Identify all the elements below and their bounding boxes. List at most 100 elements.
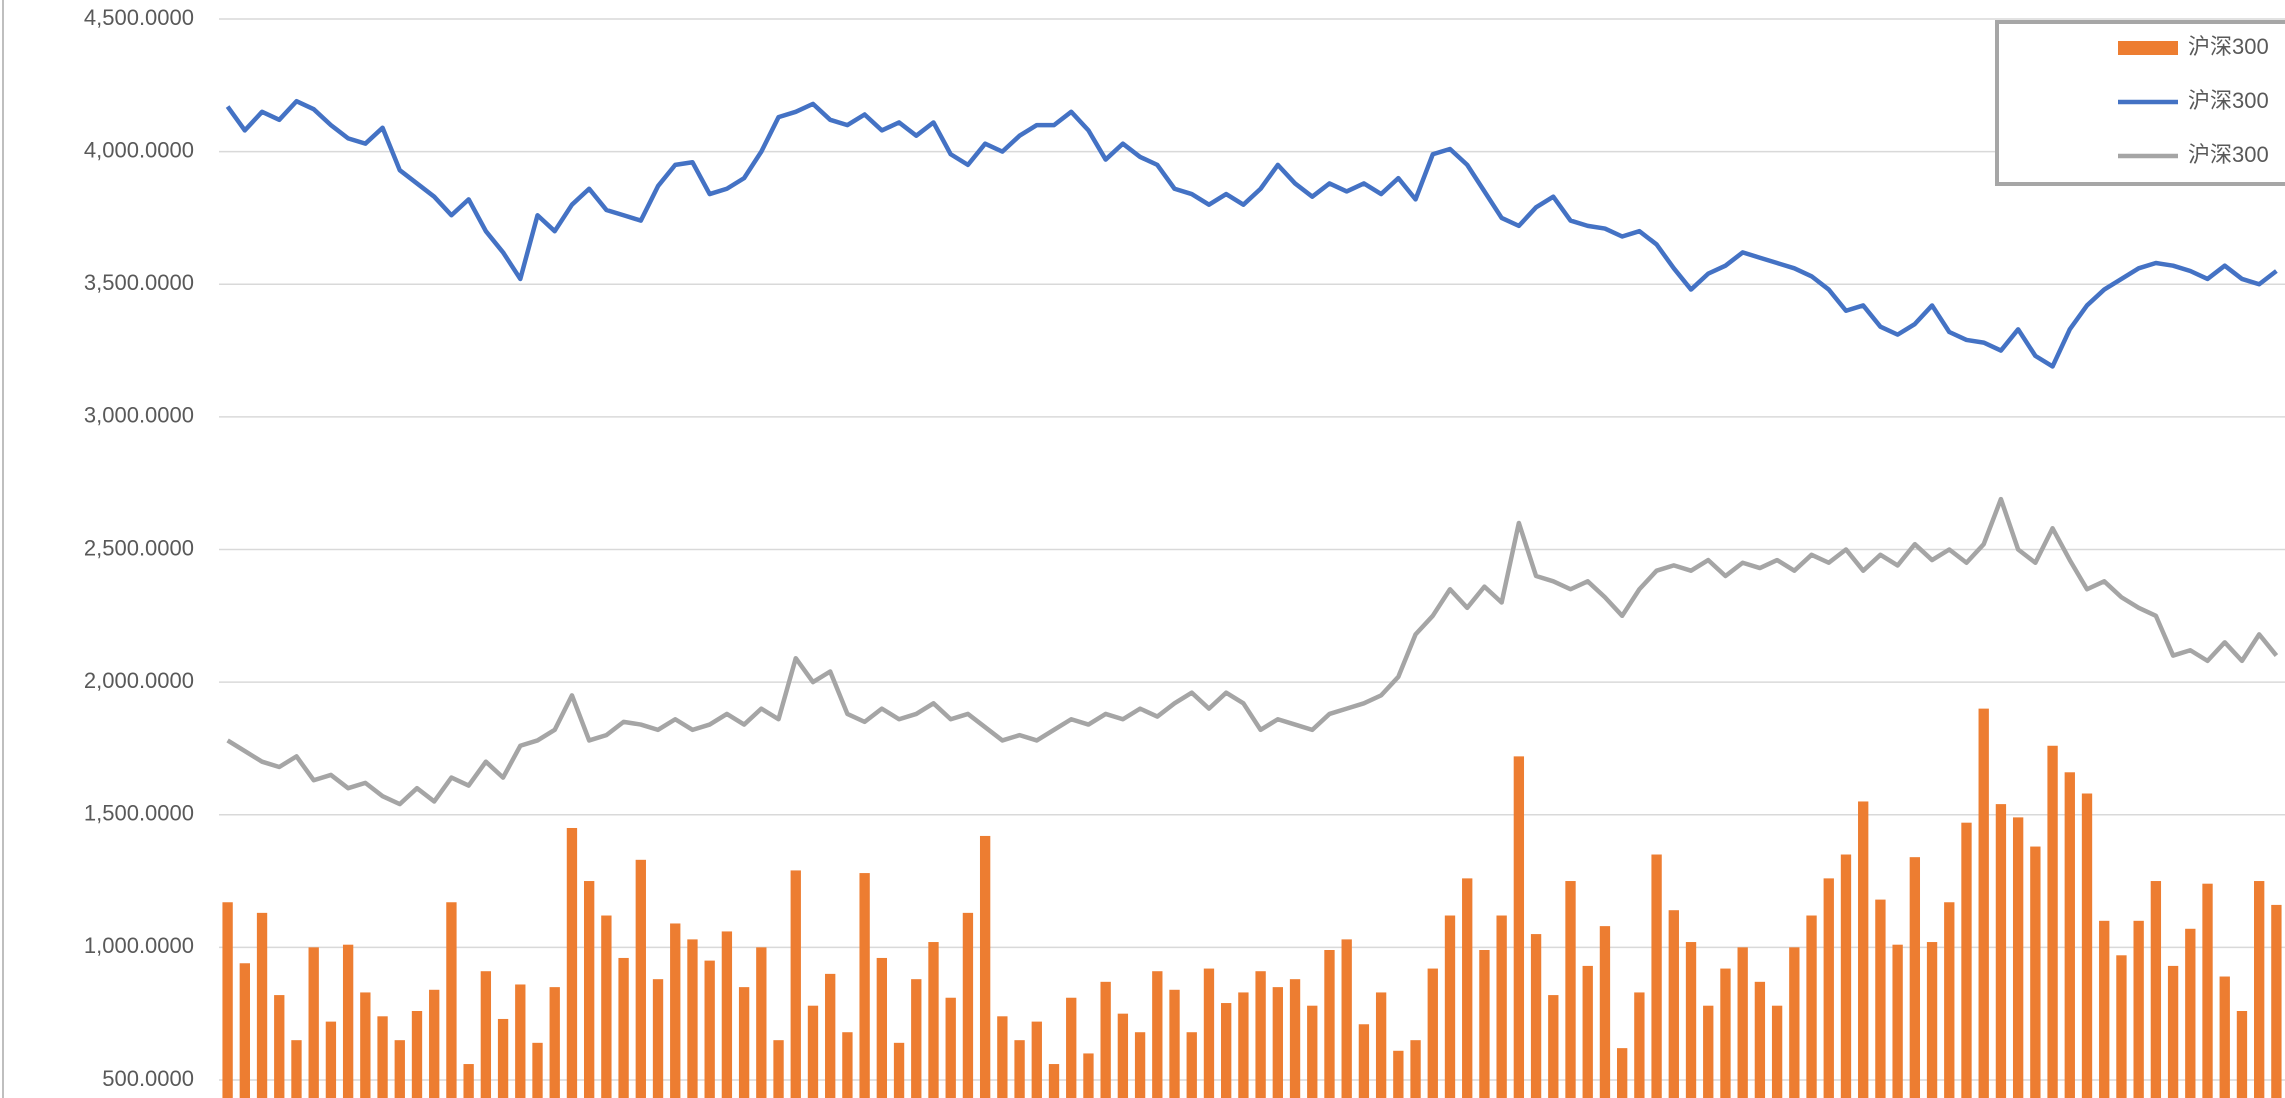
bar [1926, 942, 1938, 1098]
bar [1203, 968, 1215, 1098]
bar [1152, 971, 1163, 1098]
bar [1496, 915, 1507, 1098]
bar [1978, 708, 1989, 1098]
y-tick-label: 1,000.0000 [84, 933, 194, 958]
marks [222, 98, 2282, 1098]
bar [446, 902, 457, 1098]
bar [1806, 915, 1817, 1098]
bar [911, 979, 922, 1098]
bar [997, 1016, 1008, 1098]
legend-label: 沪深300 [2188, 88, 2269, 113]
bar [480, 971, 492, 1098]
bar [1117, 1013, 1129, 1098]
bar [2047, 745, 2058, 1098]
bar [1634, 992, 1645, 1098]
bar [2150, 881, 2162, 1098]
legend-swatch [2118, 41, 2178, 55]
bar [618, 957, 629, 1098]
legend: 沪深300 沪深300 沪深300 [1995, 20, 2285, 186]
bar [2271, 904, 2282, 1098]
bar [1066, 997, 1077, 1098]
bar [2219, 976, 2230, 1098]
bar [1961, 822, 1972, 1098]
bar [532, 1042, 543, 1098]
bar [566, 827, 578, 1098]
bar [807, 1005, 819, 1098]
bar [1255, 971, 1266, 1098]
bar [1289, 979, 1301, 1098]
bar [2202, 883, 2213, 1098]
bar [1031, 1021, 1042, 1098]
bar [2116, 955, 2127, 1098]
y-tick-label: 4,000.0000 [84, 137, 194, 162]
bar [1530, 934, 1542, 1098]
bar [1393, 1050, 1404, 1098]
bar [2254, 881, 2265, 1098]
legend-label: 沪深300 [2188, 142, 2269, 167]
bar [1048, 1064, 1060, 1098]
bar [1565, 881, 1576, 1098]
y-tick-label: 1,500.0000 [84, 801, 194, 826]
bar [256, 912, 268, 1098]
bar [463, 1064, 474, 1098]
bar [394, 1040, 405, 1098]
bar [1995, 804, 2007, 1098]
bar [360, 992, 371, 1098]
grid: 500.0000 1,000.0000 1,500.0000 2,000.0000 2,… [84, 5, 2285, 1091]
bar [549, 987, 560, 1098]
bar [1789, 947, 1800, 1098]
bar [2064, 772, 2075, 1098]
y-tick-label: 3,500.0000 [84, 270, 194, 295]
bar [1427, 968, 1438, 1098]
y-tick-label: 2,500.0000 [84, 535, 194, 560]
y-tick-label: 500.0000 [102, 1066, 194, 1091]
bar [687, 939, 698, 1098]
bar [635, 859, 646, 1098]
bar [2099, 920, 2110, 1098]
bar [738, 987, 750, 1098]
bar [1186, 1032, 1197, 1098]
bar [1238, 992, 1249, 1098]
bar [1307, 1005, 1318, 1098]
bar [773, 1040, 784, 1098]
bar [704, 960, 715, 1098]
bar [1771, 1005, 1783, 1098]
bar [1221, 1003, 1232, 1098]
bar [1014, 1040, 1025, 1098]
bar [1858, 801, 1869, 1098]
bar [1944, 902, 1955, 1098]
bar [1720, 968, 1731, 1098]
line [225, 98, 2278, 369]
bar [928, 942, 939, 1098]
bar [342, 944, 354, 1098]
bar [239, 963, 250, 1098]
bar [1685, 942, 1697, 1098]
bar [1737, 947, 1748, 1098]
bar [2012, 817, 2024, 1098]
bar [979, 835, 991, 1098]
bar [515, 984, 526, 1098]
bar [1651, 854, 1662, 1098]
bar [1341, 939, 1352, 1098]
bar [497, 1018, 509, 1098]
bar [721, 931, 733, 1098]
bar [1444, 915, 1456, 1098]
bar [1358, 1024, 1370, 1098]
bar [1668, 910, 1679, 1098]
bar [325, 1021, 337, 1098]
bar [2236, 1011, 2248, 1098]
bar [756, 947, 767, 1098]
bar [1272, 987, 1283, 1098]
bar [1513, 756, 1525, 1098]
bar [2081, 793, 2093, 1098]
bar [1892, 944, 1903, 1098]
bar [790, 870, 801, 1098]
bar [652, 979, 664, 1098]
bar [411, 1011, 423, 1098]
bar [291, 1040, 302, 1098]
bar [1479, 949, 1490, 1098]
bar [876, 957, 888, 1098]
y-tick-label: 2,000.0000 [84, 668, 194, 693]
bar [583, 881, 595, 1098]
